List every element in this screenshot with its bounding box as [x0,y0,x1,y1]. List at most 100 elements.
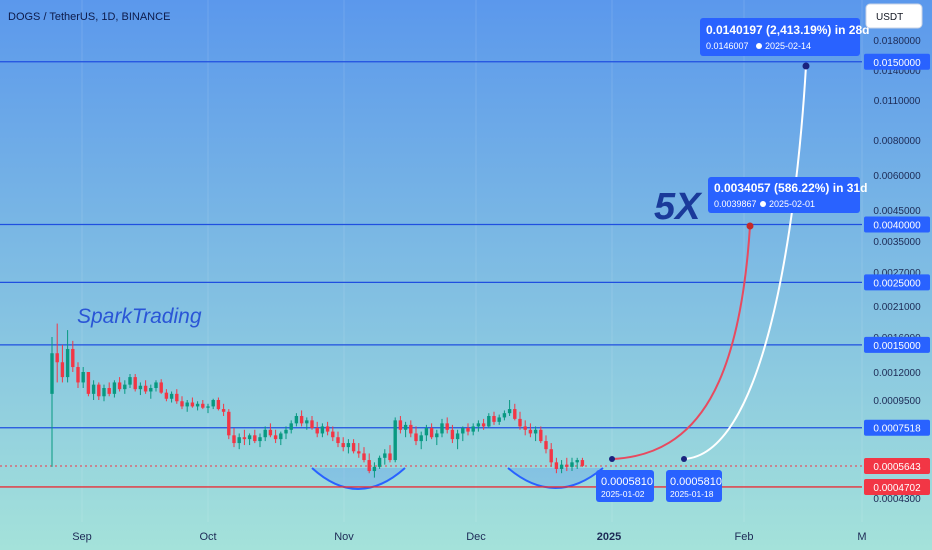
candle-body [258,437,262,442]
candle-body [481,423,486,427]
candle-body [502,413,507,418]
candle-body [440,423,444,434]
candle-body [377,457,382,467]
symbol-header: DOGS / TetherUS, 1D, BINANCE [8,11,170,23]
svg-text:0.0005810: 0.0005810 [601,476,653,488]
candle-body [206,406,210,408]
candle-body [221,409,226,412]
price-level-label-bg [864,53,930,70]
candle-body [60,362,65,378]
candle-body [97,384,101,397]
candle-body [149,388,153,392]
price-level-label: 0.0150000 [873,58,921,69]
candle-body [398,420,403,430]
candle-body [211,400,215,407]
candle-body [50,353,54,394]
price-axis-tick: 0.0045000 [873,206,921,217]
candle-body [362,453,366,461]
candle-body [123,384,127,390]
annotation-5x: 5X [654,186,703,228]
vertical-gridlines [81,0,863,522]
candle-body [263,429,267,438]
candle-body [299,415,304,424]
currency-button[interactable]: USDT [865,3,923,29]
candle-body [492,415,496,422]
candle-body [107,388,111,394]
candle-body [357,451,361,454]
candle-body [539,429,543,442]
svg-text:0.0039867: 0.0039867 [714,199,757,209]
candle-body [424,428,429,436]
candle-body [476,423,481,427]
candle-body [102,388,106,397]
candle-body [570,462,574,467]
candle-body [195,403,200,407]
svg-text:0.0034057 (586.22%) in 31d: 0.0034057 (586.22%) in 31d [714,181,867,195]
candle-body [445,423,449,430]
candle-body [227,411,231,436]
candle-body [544,441,548,450]
candle-body [138,385,143,390]
projection-start-box-1: 0.0005810 2025-01-02 [596,470,654,502]
current-price-label: 0.0005643 [873,462,921,473]
price-level-label-bg [864,478,930,495]
svg-text:USDT: USDT [876,12,903,23]
candle-body [554,462,559,469]
candle-body [216,400,221,410]
candle-body [325,426,330,432]
candle-body [175,393,179,402]
projection-box-2: 0.0140197 (2,413.19%) in 28d 0.0146007 2… [700,18,869,56]
candle-body [455,433,460,440]
projection-end-dot-2 [802,62,810,70]
candle-body [190,402,195,407]
svg-text:2025-02-14: 2025-02-14 [765,41,811,51]
svg-text:2025-02-01: 2025-02-01 [769,199,815,209]
time-axis-tick: Feb [735,531,754,543]
candle-body [279,433,283,440]
rounded-bottom-1 [311,467,406,490]
candle-body [180,401,184,407]
candle-body [580,460,585,466]
candle-body [133,377,137,390]
candle-body [341,443,345,448]
candle-body [565,464,569,467]
rounded-bottom-2 [507,467,604,489]
svg-text:2025-01-18: 2025-01-18 [670,489,714,499]
candle-body [86,372,91,394]
price-level-labels: 0.0150000 0.0040000 0.0025000 0.0015000 0.00… [864,53,930,495]
time-axis-tick: Dec [466,531,486,543]
time-axis-tick: M [857,531,866,543]
candle-body [169,393,174,399]
candle-body [336,437,340,444]
candles [50,323,585,478]
candle-body [487,415,491,427]
candle-body [143,385,148,392]
price-level-label-bg [864,419,930,436]
candle-body [429,428,434,438]
price-axis-tick: 0.0009500 [873,396,921,407]
projection-start-dot-1 [609,456,615,462]
candle-body [497,417,501,422]
watermark-text: SparkTrading [77,305,202,328]
candle-body [253,435,257,442]
candle-body [315,428,319,434]
candle-body [559,464,564,469]
candle-body [466,428,470,432]
candle-body [518,418,522,427]
candle-body [185,402,189,407]
candle-body [65,348,70,378]
price-axis-tick: 0.0180000 [873,36,921,47]
time-axis[interactable]: Sep Oct Nov Dec 2025 Feb M [72,531,866,543]
candle-body [523,426,527,430]
svg-text:0.0005810: 0.0005810 [670,476,722,488]
price-level-label-bg [864,216,930,233]
svg-text:0.0146007: 0.0146007 [706,41,749,51]
candle-body [549,449,553,463]
price-axis-tick: 0.0021000 [873,302,921,313]
candle-body [159,382,163,393]
price-axis-tick: 0.0080000 [873,136,921,147]
candle-body [513,409,517,419]
